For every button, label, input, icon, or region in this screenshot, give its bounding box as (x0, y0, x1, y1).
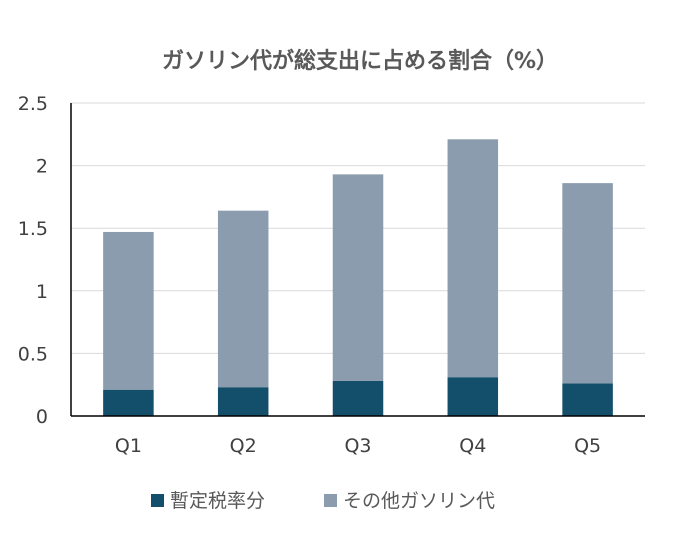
x-tick-labels: Q1 Q2 Q3 Q4 Q5 (115, 435, 601, 457)
x-tick-label: Q5 (574, 435, 601, 457)
bar-other-q1 (103, 231, 154, 390)
y-tick-label: 1 (36, 281, 48, 303)
legend-label-tax: 暫定税率分 (170, 490, 265, 512)
bar-tax-q3 (332, 380, 384, 416)
y-tick-labels: 0 0.5 1 1.5 2 2.5 (18, 93, 48, 428)
legend-swatch-other (324, 494, 337, 507)
y-tick-label: 2.5 (18, 93, 48, 115)
y-tick-label: 2 (36, 156, 48, 178)
bar-tax-q2 (217, 387, 269, 416)
legend: 暫定税率分 その他ガソリン代 (151, 490, 495, 512)
legend-swatch-tax (151, 494, 164, 507)
bars (103, 139, 613, 416)
bar-tax-q1 (103, 389, 154, 416)
x-tick-label: Q2 (230, 435, 257, 457)
bar-other-q3 (332, 174, 384, 381)
legend-label-other: その他ガソリン代 (343, 490, 495, 512)
chart-title: ガソリン代が総支出に占める割合（%） (162, 48, 558, 74)
x-tick-label: Q3 (344, 435, 371, 457)
bar-tax-q4 (447, 377, 499, 416)
axes (70, 103, 645, 417)
bar-other-q4 (447, 139, 499, 378)
x-tick-label: Q4 (459, 435, 486, 457)
y-tick-label: 0 (36, 406, 48, 428)
bar-other-q2 (217, 210, 269, 388)
y-tick-label: 0.5 (18, 343, 48, 365)
bar-other-q5 (562, 183, 613, 384)
bar-tax-q5 (562, 383, 613, 416)
x-tick-label: Q1 (115, 435, 142, 457)
y-tick-label: 1.5 (18, 218, 48, 240)
